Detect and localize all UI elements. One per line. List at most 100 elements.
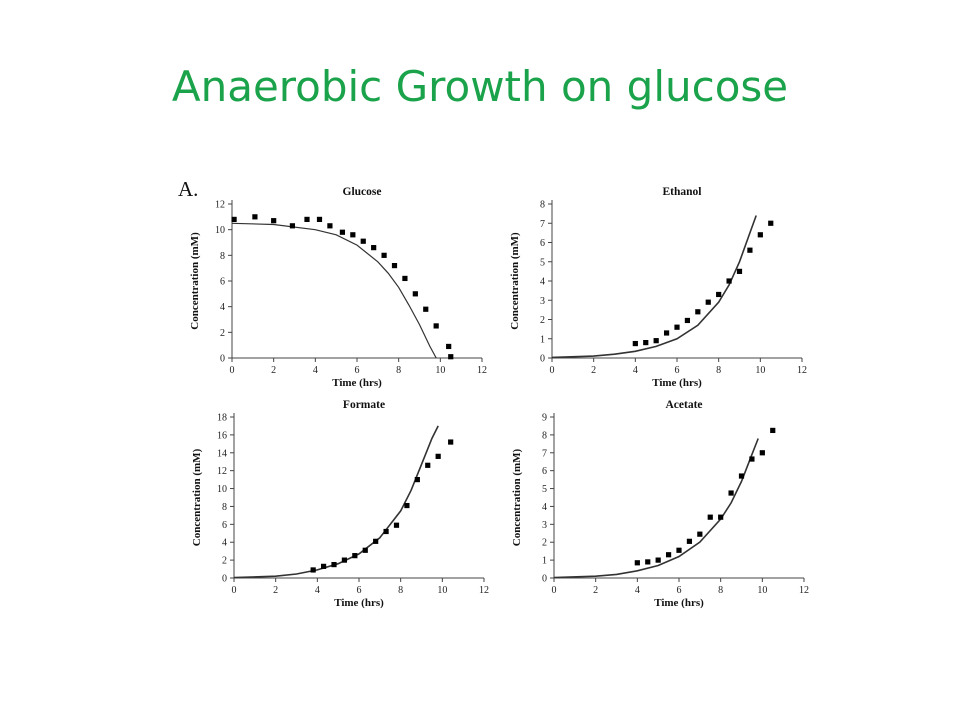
fit-curve-line bbox=[233, 425, 439, 579]
y-tick-label: 6 bbox=[220, 277, 225, 288]
y-axis-title: Concentration (mM) bbox=[509, 232, 521, 330]
data-point bbox=[718, 514, 724, 520]
x-tick-label: 10 bbox=[437, 585, 447, 596]
x-tick-label: 4 bbox=[315, 585, 320, 596]
data-point bbox=[341, 557, 348, 563]
x-axis-title: Time (hrs) bbox=[654, 597, 704, 609]
data-point bbox=[352, 553, 358, 559]
data-point bbox=[448, 439, 454, 445]
plot-title: Formate bbox=[343, 399, 385, 411]
y-axis-title: Concentration (mM) bbox=[511, 448, 523, 546]
data-point bbox=[705, 299, 711, 305]
data-point bbox=[304, 216, 310, 222]
data-point bbox=[747, 247, 753, 253]
data-point bbox=[676, 547, 682, 553]
y-tick-label: 1 bbox=[542, 556, 547, 567]
data-point bbox=[665, 552, 672, 558]
fit-curve-line bbox=[553, 438, 759, 579]
x-tick-label: 0 bbox=[550, 365, 555, 376]
data-point bbox=[634, 560, 640, 566]
panel-letter: A. bbox=[178, 177, 198, 201]
data-point bbox=[231, 216, 237, 222]
x-tick-label: 6 bbox=[677, 585, 682, 596]
y-tick-label: 16 bbox=[217, 430, 227, 441]
data-point bbox=[271, 218, 277, 224]
y-tick-label: 0 bbox=[542, 574, 547, 585]
y-tick-label: 5 bbox=[540, 257, 545, 268]
y-tick-label: 8 bbox=[220, 251, 225, 262]
y-tick-label: 4 bbox=[222, 538, 227, 549]
x-axis-title: Time (hrs) bbox=[334, 597, 384, 609]
y-tick-label: 0 bbox=[540, 354, 545, 365]
x-tick-label: 10 bbox=[757, 585, 767, 596]
data-point bbox=[770, 427, 776, 434]
y-tick-label: 12 bbox=[215, 200, 225, 211]
plot-title: Acetate bbox=[665, 399, 702, 411]
data-point bbox=[446, 343, 452, 350]
data-point bbox=[414, 477, 420, 483]
x-tick-label: 4 bbox=[633, 365, 638, 376]
plot-title: Ethanol bbox=[663, 186, 702, 198]
data-point bbox=[749, 456, 755, 462]
x-axis-title: Time (hrs) bbox=[332, 377, 382, 389]
data-point bbox=[728, 490, 734, 496]
data-point bbox=[695, 309, 701, 315]
y-tick-label: 8 bbox=[540, 200, 545, 211]
data-point bbox=[360, 238, 366, 244]
data-point bbox=[448, 354, 454, 360]
data-point bbox=[643, 340, 649, 346]
data-point bbox=[412, 291, 418, 297]
fit-curve-line bbox=[231, 222, 437, 359]
y-tick-label: 7 bbox=[540, 219, 545, 230]
x-tick-label: 2 bbox=[273, 585, 278, 596]
y-tick-label: 1 bbox=[540, 334, 545, 345]
data-point bbox=[339, 229, 346, 235]
data-point bbox=[350, 232, 356, 238]
y-tick-label: 2 bbox=[222, 556, 227, 567]
y-tick-label: 10 bbox=[217, 484, 227, 495]
data-point bbox=[736, 268, 743, 274]
data-point bbox=[425, 462, 431, 468]
y-tick-label: 3 bbox=[542, 520, 547, 531]
data-point bbox=[371, 245, 377, 251]
y-tick-label: 8 bbox=[222, 502, 227, 513]
data-point bbox=[289, 223, 296, 229]
x-tick-label: 6 bbox=[355, 365, 360, 376]
slide-title: Anaerobic Growth on glucose bbox=[171, 62, 789, 111]
data-point bbox=[686, 538, 693, 544]
y-axis-title: Concentration (mM) bbox=[189, 232, 201, 330]
data-point bbox=[327, 223, 333, 229]
data-point bbox=[726, 278, 732, 284]
data-point bbox=[373, 538, 379, 544]
data-point bbox=[381, 252, 387, 258]
data-point bbox=[316, 216, 323, 222]
data-point bbox=[383, 528, 389, 535]
data-point bbox=[674, 324, 680, 330]
x-tick-label: 12 bbox=[799, 585, 809, 596]
x-tick-label: 4 bbox=[635, 585, 640, 596]
data-point bbox=[655, 557, 661, 563]
x-tick-label: 2 bbox=[271, 365, 276, 376]
data-point bbox=[310, 567, 316, 573]
y-tick-label: 12 bbox=[217, 466, 227, 477]
y-tick-label: 0 bbox=[220, 354, 225, 365]
y-tick-label: 10 bbox=[215, 225, 225, 236]
x-tick-label: 12 bbox=[479, 585, 489, 596]
data-point bbox=[423, 306, 429, 312]
x-tick-label: 10 bbox=[435, 365, 445, 376]
x-tick-label: 4 bbox=[313, 365, 318, 376]
x-tick-label: 12 bbox=[477, 365, 487, 376]
y-tick-label: 6 bbox=[540, 238, 545, 249]
data-point bbox=[738, 473, 745, 479]
y-tick-label: 14 bbox=[217, 448, 227, 459]
x-tick-label: 8 bbox=[718, 585, 723, 596]
y-tick-label: 0 bbox=[222, 574, 227, 585]
y-tick-label: 2 bbox=[220, 328, 225, 339]
y-tick-label: 8 bbox=[542, 430, 547, 441]
y-axis-title: Concentration (mM) bbox=[191, 448, 203, 546]
data-point bbox=[435, 453, 441, 459]
data-point bbox=[362, 547, 368, 553]
data-point bbox=[632, 340, 638, 347]
y-tick-label: 18 bbox=[217, 413, 227, 424]
